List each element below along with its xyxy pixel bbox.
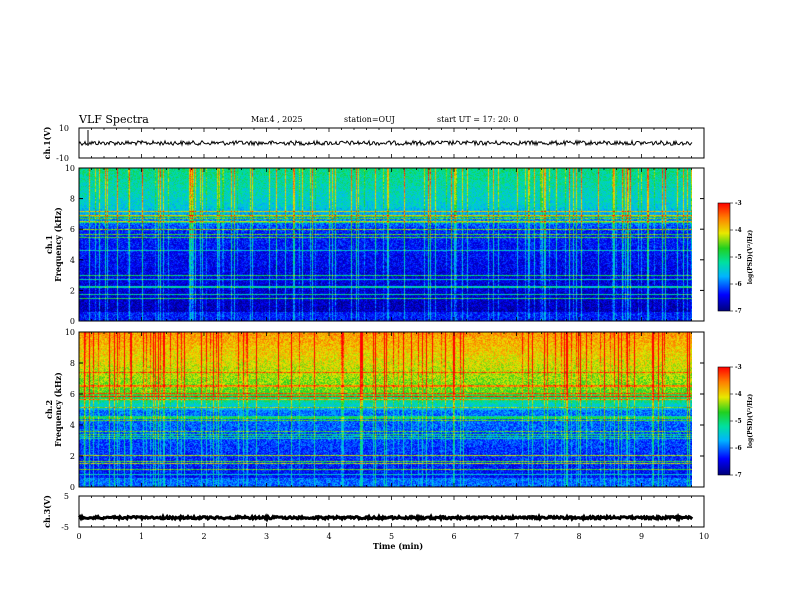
ylabel-frequency: Frequency (kHz): [53, 372, 63, 447]
colorbar-tick-label: -5: [735, 418, 742, 425]
x-tick-label: 4: [326, 532, 331, 541]
colorbar-label: log(PSD)(V²/Hz): [747, 230, 754, 285]
y-tick-label: 5: [64, 492, 69, 501]
x-tick-label: 3: [264, 532, 269, 541]
y-tick-label: 6: [70, 390, 75, 399]
colorbar-tick-label: -4: [735, 227, 742, 234]
colorbar-tick-label: -3: [735, 200, 742, 207]
y-tick-label: 10: [65, 328, 75, 337]
x-tick-label: 6: [451, 532, 456, 541]
y-tick-label: -10: [56, 154, 69, 163]
colorbar-tick-label: -7: [735, 472, 742, 479]
y-tick-label: 8: [70, 359, 75, 368]
x-tick-label: 7: [514, 532, 519, 541]
ylabel-voltage: ch.3(V): [42, 495, 52, 528]
colorbar: [717, 202, 731, 312]
colorbar-tick-label: -6: [735, 281, 742, 288]
x-tick-label: 1: [139, 532, 144, 541]
colorbar-tick-label: -5: [735, 254, 742, 261]
colorbar-label: log(PSD)(V²/Hz): [747, 394, 754, 449]
spectrogram-image-ch1: [79, 168, 692, 321]
ylabel-voltage: ch.1(V): [42, 126, 52, 159]
colorbar-tick-label: -4: [735, 391, 742, 398]
colorbar: [717, 366, 731, 476]
signal-trace-0: [78, 139, 693, 147]
x-tick-label: 2: [201, 532, 206, 541]
x-tick-label: 0: [76, 532, 81, 541]
x-tick-label: 9: [639, 532, 644, 541]
ylabel-channel: ch.1: [44, 235, 54, 254]
y-tick-label: 0: [70, 317, 75, 326]
station-label: station=OUJ: [344, 115, 395, 124]
ylabel-frequency: Frequency (kHz): [53, 207, 63, 282]
colorbar-tick-label: -3: [735, 364, 742, 371]
start-time-label: start UT = 17: 20: 0: [437, 115, 519, 124]
spectrogram-image-ch2: [79, 332, 692, 487]
date-label: Mar.4 , 2025: [251, 115, 303, 124]
y-tick-label: 8: [70, 195, 75, 204]
x-tick-label: 8: [576, 532, 581, 541]
y-tick-label: 2: [70, 286, 75, 295]
xlabel-time: Time (min): [373, 541, 423, 551]
y-tick-label: 10: [65, 164, 75, 173]
colorbar-tick-label: -7: [735, 308, 742, 315]
colorbar-tick-label: -6: [735, 445, 742, 452]
y-tick-label: 2: [70, 452, 75, 461]
y-tick-label: 6: [70, 225, 75, 234]
panel-frame-3: [78, 495, 705, 528]
x-tick-label: 5: [389, 532, 394, 541]
y-tick-label: 10: [59, 124, 69, 133]
chart-title: VLF Spectra: [79, 113, 149, 126]
y-tick-label: 4: [70, 421, 75, 430]
y-tick-label: 0: [70, 483, 75, 492]
signal-trace-3: [77, 512, 694, 523]
x-tick-label: 10: [699, 532, 709, 541]
ylabel-channel: ch.2: [44, 400, 54, 419]
y-tick-label: -5: [61, 523, 69, 532]
y-tick-label: 4: [70, 256, 75, 265]
